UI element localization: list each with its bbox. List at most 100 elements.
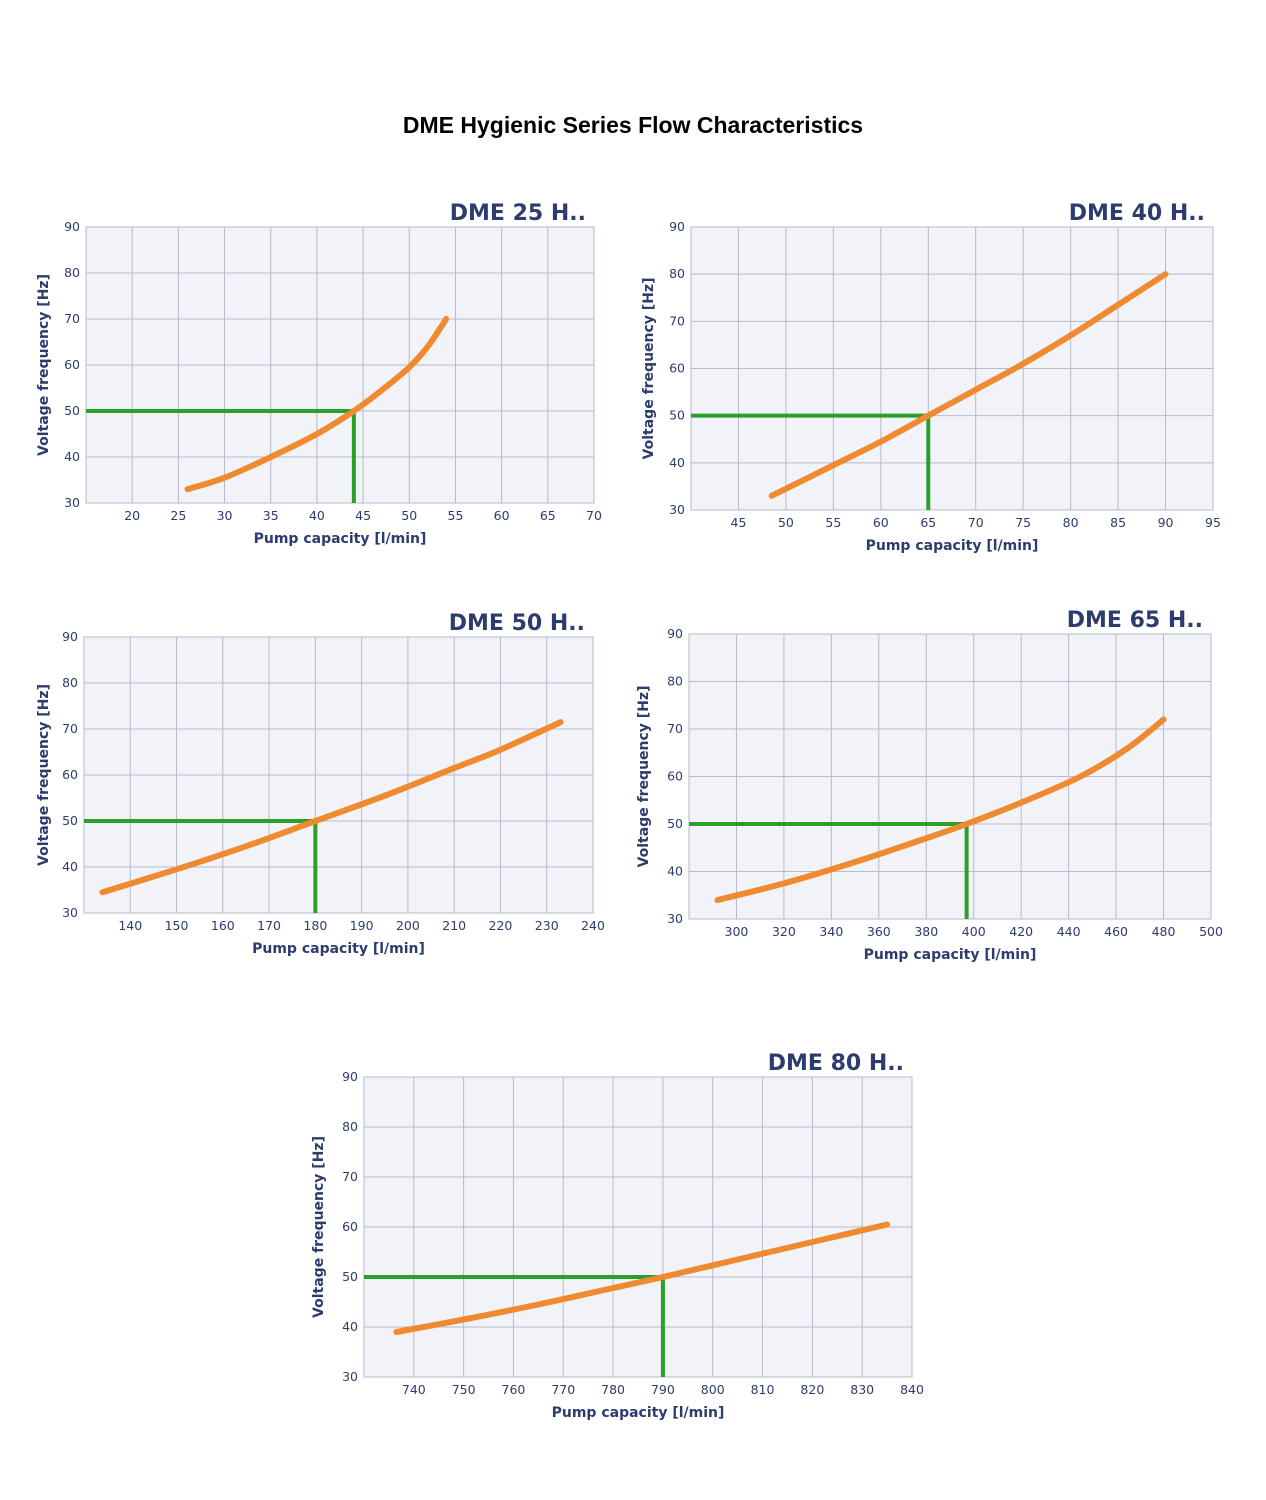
y-tick-label: 70 — [667, 721, 683, 736]
y-tick-label: 90 — [669, 219, 685, 234]
x-tick-label: 820 — [800, 1382, 824, 1397]
y-tick-label: 90 — [342, 1069, 358, 1084]
plot-frame — [688, 633, 1212, 920]
y-tick-label: 60 — [342, 1219, 358, 1234]
y-tick-label: 30 — [342, 1369, 358, 1384]
x-tick-label: 760 — [502, 1382, 526, 1397]
y-tick-label: 90 — [667, 626, 683, 641]
y-tick-label: 30 — [669, 502, 685, 517]
x-tick-label: 810 — [751, 1382, 775, 1397]
y-tick-label: 40 — [62, 859, 78, 874]
x-tick-label: 30 — [217, 508, 233, 523]
x-tick-label: 55 — [825, 515, 841, 530]
y-tick-label: 80 — [342, 1119, 358, 1134]
chart-dme-50: 140 150 160 170 180 190 200 210 220 230 240 30 40 50 6… — [36, 611, 605, 957]
plot-frame — [363, 1076, 913, 1378]
x-tick-label: 840 — [900, 1382, 924, 1397]
x-tick-label: 830 — [850, 1382, 874, 1397]
x-tick-label: 60 — [873, 515, 889, 530]
y-tick-label: 60 — [669, 361, 685, 376]
y-tick-label: 30 — [667, 911, 683, 926]
x-tick-label: 380 — [914, 924, 938, 939]
x-tick-label: 65 — [920, 515, 936, 530]
x-tick-label: 50 — [401, 508, 417, 523]
x-tick-label: 140 — [118, 918, 142, 933]
x-tick-label: 190 — [350, 918, 374, 933]
y-tick-label: 50 — [669, 408, 685, 423]
y-tick-label: 70 — [64, 311, 80, 326]
x-tick-label: 770 — [551, 1382, 575, 1397]
y-tick-label: 50 — [667, 816, 683, 831]
chart-title: DME 65 H.. — [1067, 608, 1203, 633]
x-tick-label: 420 — [1009, 924, 1033, 939]
chart-dme-65: 300 320 340 360 380 400 420 440 460 480 500 30 40 50 6… — [636, 608, 1223, 963]
x-tick-label: 230 — [535, 918, 559, 933]
plot-frame — [690, 226, 1214, 511]
y-tick-label: 40 — [669, 455, 685, 470]
x-axis-label: Pump capacity [l/min] — [864, 947, 1037, 963]
x-tick-label: 340 — [819, 924, 843, 939]
y-tick-label: 60 — [62, 767, 78, 782]
x-tick-label: 60 — [494, 508, 510, 523]
x-tick-label: 70 — [586, 508, 602, 523]
y-axis-label: Voltage frequency [Hz] — [36, 274, 52, 456]
x-tick-label: 790 — [651, 1382, 675, 1397]
y-tick-label: 80 — [667, 674, 683, 689]
x-tick-label: 800 — [701, 1382, 725, 1397]
x-tick-label: 740 — [402, 1382, 426, 1397]
x-tick-label: 50 — [778, 515, 794, 530]
x-tick-label: 360 — [867, 924, 891, 939]
y-tick-label: 30 — [62, 905, 78, 920]
y-axis-label: Voltage frequency [Hz] — [636, 686, 652, 868]
page-title: DME Hygienic Series Flow Characteristics — [402, 112, 864, 138]
x-tick-label: 210 — [442, 918, 466, 933]
y-tick-label: 50 — [62, 813, 78, 828]
y-tick-label: 90 — [62, 629, 78, 644]
plot-frame — [83, 636, 594, 914]
y-tick-label: 70 — [669, 313, 685, 328]
x-tick-label: 20 — [124, 508, 140, 523]
x-tick-label: 180 — [303, 918, 327, 933]
chart-dme-80: 740 750 760 770 780 790 800 810 820 830 840 30 40 50 6… — [311, 1051, 924, 1421]
y-tick-label: 70 — [342, 1169, 358, 1184]
x-tick-label: 85 — [1110, 515, 1126, 530]
y-tick-label: 60 — [64, 357, 80, 372]
x-tick-label: 780 — [601, 1382, 625, 1397]
y-tick-label: 80 — [64, 265, 80, 280]
x-tick-label: 70 — [968, 515, 984, 530]
y-tick-label: 50 — [64, 403, 80, 418]
y-tick-label: 30 — [64, 495, 80, 510]
x-tick-label: 170 — [257, 918, 281, 933]
y-tick-label: 50 — [342, 1269, 358, 1284]
y-tick-label: 80 — [62, 675, 78, 690]
chart-dme-40: 45 50 55 60 65 70 75 80 85 90 95 30 40 50 60 70 80 90 DME … — [641, 201, 1221, 554]
x-tick-label: 35 — [263, 508, 279, 523]
y-tick-label: 80 — [669, 266, 685, 281]
x-tick-label: 150 — [165, 918, 189, 933]
x-tick-label: 80 — [1063, 515, 1079, 530]
y-tick-label: 60 — [667, 769, 683, 784]
x-axis-label: Pump capacity [l/min] — [254, 531, 427, 547]
x-axis-label: Pump capacity [l/min] — [252, 941, 425, 957]
series-line — [393, 1221, 891, 1335]
y-tick-label: 40 — [64, 449, 80, 464]
x-tick-label: 400 — [962, 924, 986, 939]
series-line — [99, 719, 564, 896]
x-tick-label: 440 — [1057, 924, 1081, 939]
x-tick-label: 480 — [1152, 924, 1176, 939]
x-tick-label: 320 — [772, 924, 796, 939]
x-tick-label: 300 — [725, 924, 749, 939]
x-tick-label: 25 — [170, 508, 186, 523]
y-axis-label: Voltage frequency [Hz] — [36, 684, 52, 866]
x-tick-label: 750 — [452, 1382, 476, 1397]
x-tick-label: 500 — [1199, 924, 1223, 939]
y-axis-label: Voltage frequency [Hz] — [311, 1136, 327, 1318]
chart-dme-25: 20 25 30 35 40 45 50 55 60 65 70 30 40 50 60 70 80 90 DME … — [36, 201, 602, 547]
chart-title: DME 80 H.. — [768, 1051, 904, 1076]
x-axis-label: Pump capacity [l/min] — [552, 1405, 725, 1421]
chart-title: DME 40 H.. — [1069, 201, 1205, 226]
x-tick-label: 45 — [731, 515, 747, 530]
x-tick-label: 200 — [396, 918, 420, 933]
x-tick-label: 240 — [581, 918, 605, 933]
x-tick-label: 90 — [1158, 515, 1174, 530]
